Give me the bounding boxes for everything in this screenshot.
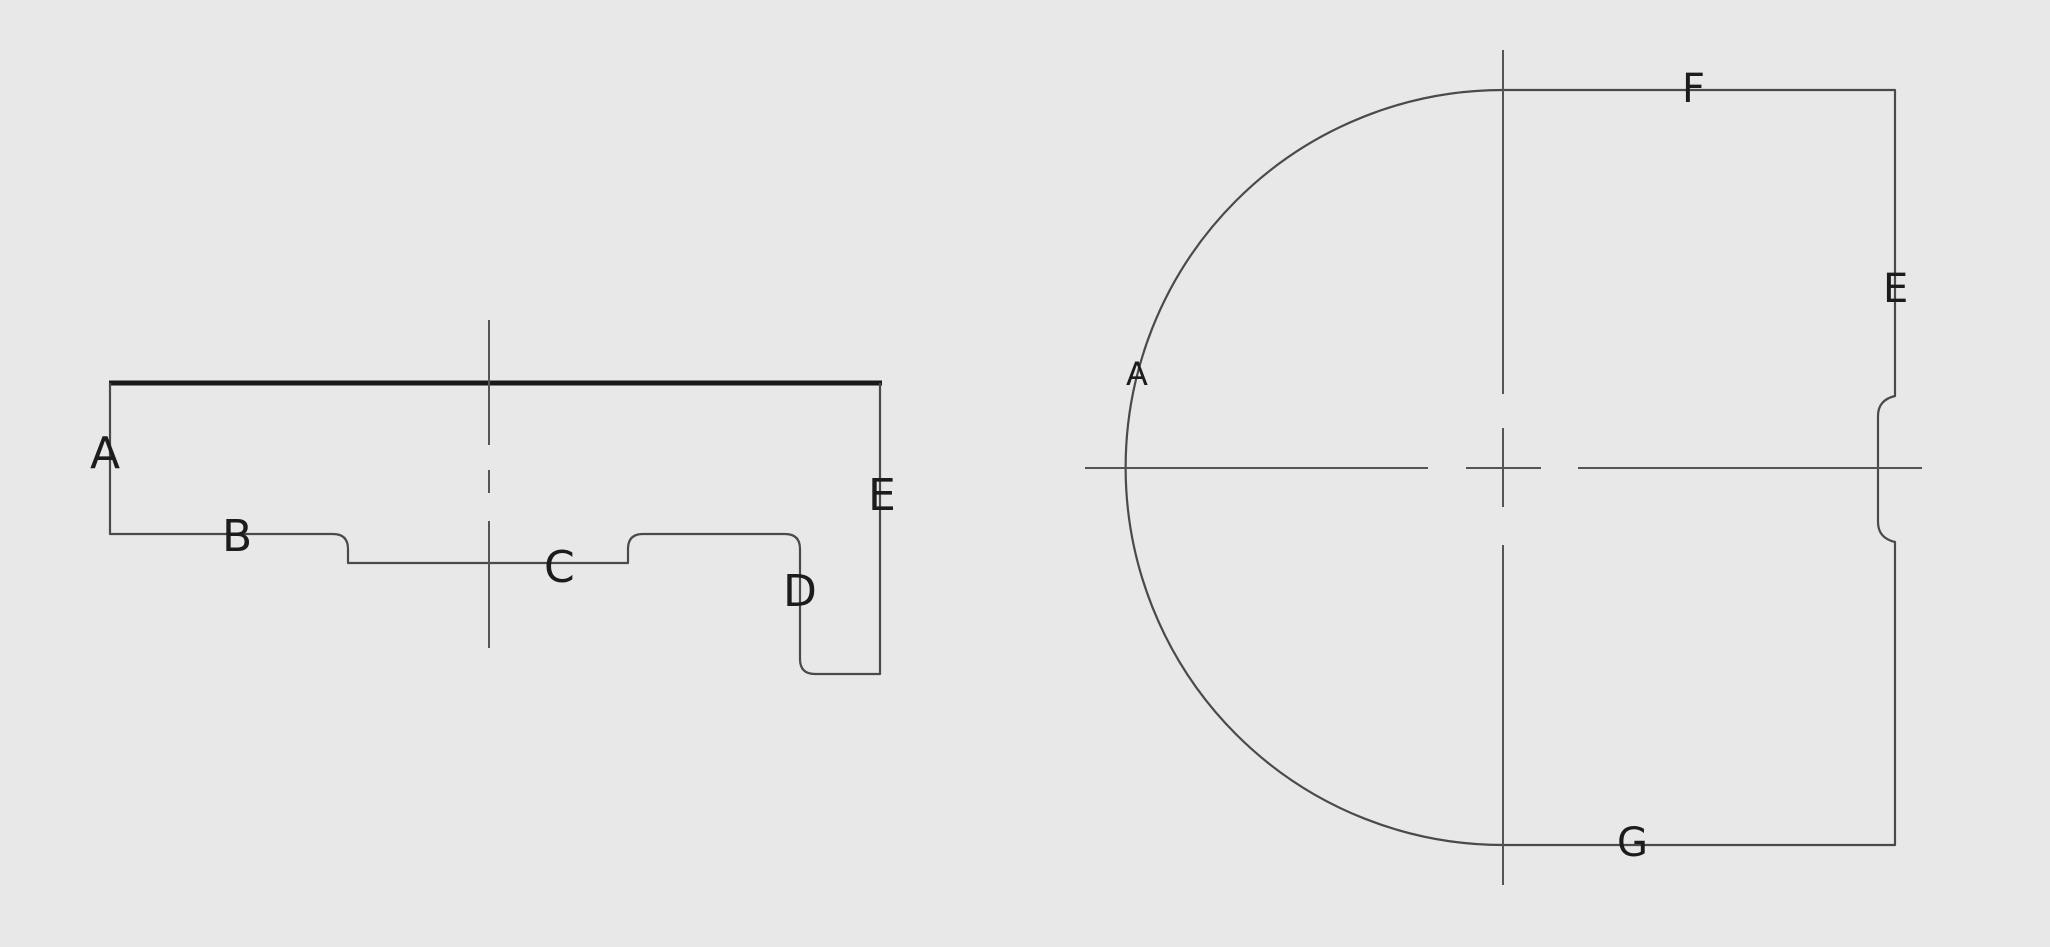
top-view-label-g: G [1617,820,1648,866]
side-view-label-b: B [222,511,252,562]
side-view-label-a: A [90,428,120,479]
top-view-profile [1124,88,1897,847]
side-view-label-d: D [783,566,817,617]
top-view-label-a: A [1126,355,1148,393]
side-view: A B C D E [90,320,896,676]
top-view-label-e: E [1883,266,1908,312]
side-view-label-e: E [868,470,896,521]
side-view-profile [108,383,882,676]
top-view: A E F G [1085,50,1922,885]
top-view-label-f: F [1682,66,1705,112]
side-view-label-c: C [544,542,575,593]
